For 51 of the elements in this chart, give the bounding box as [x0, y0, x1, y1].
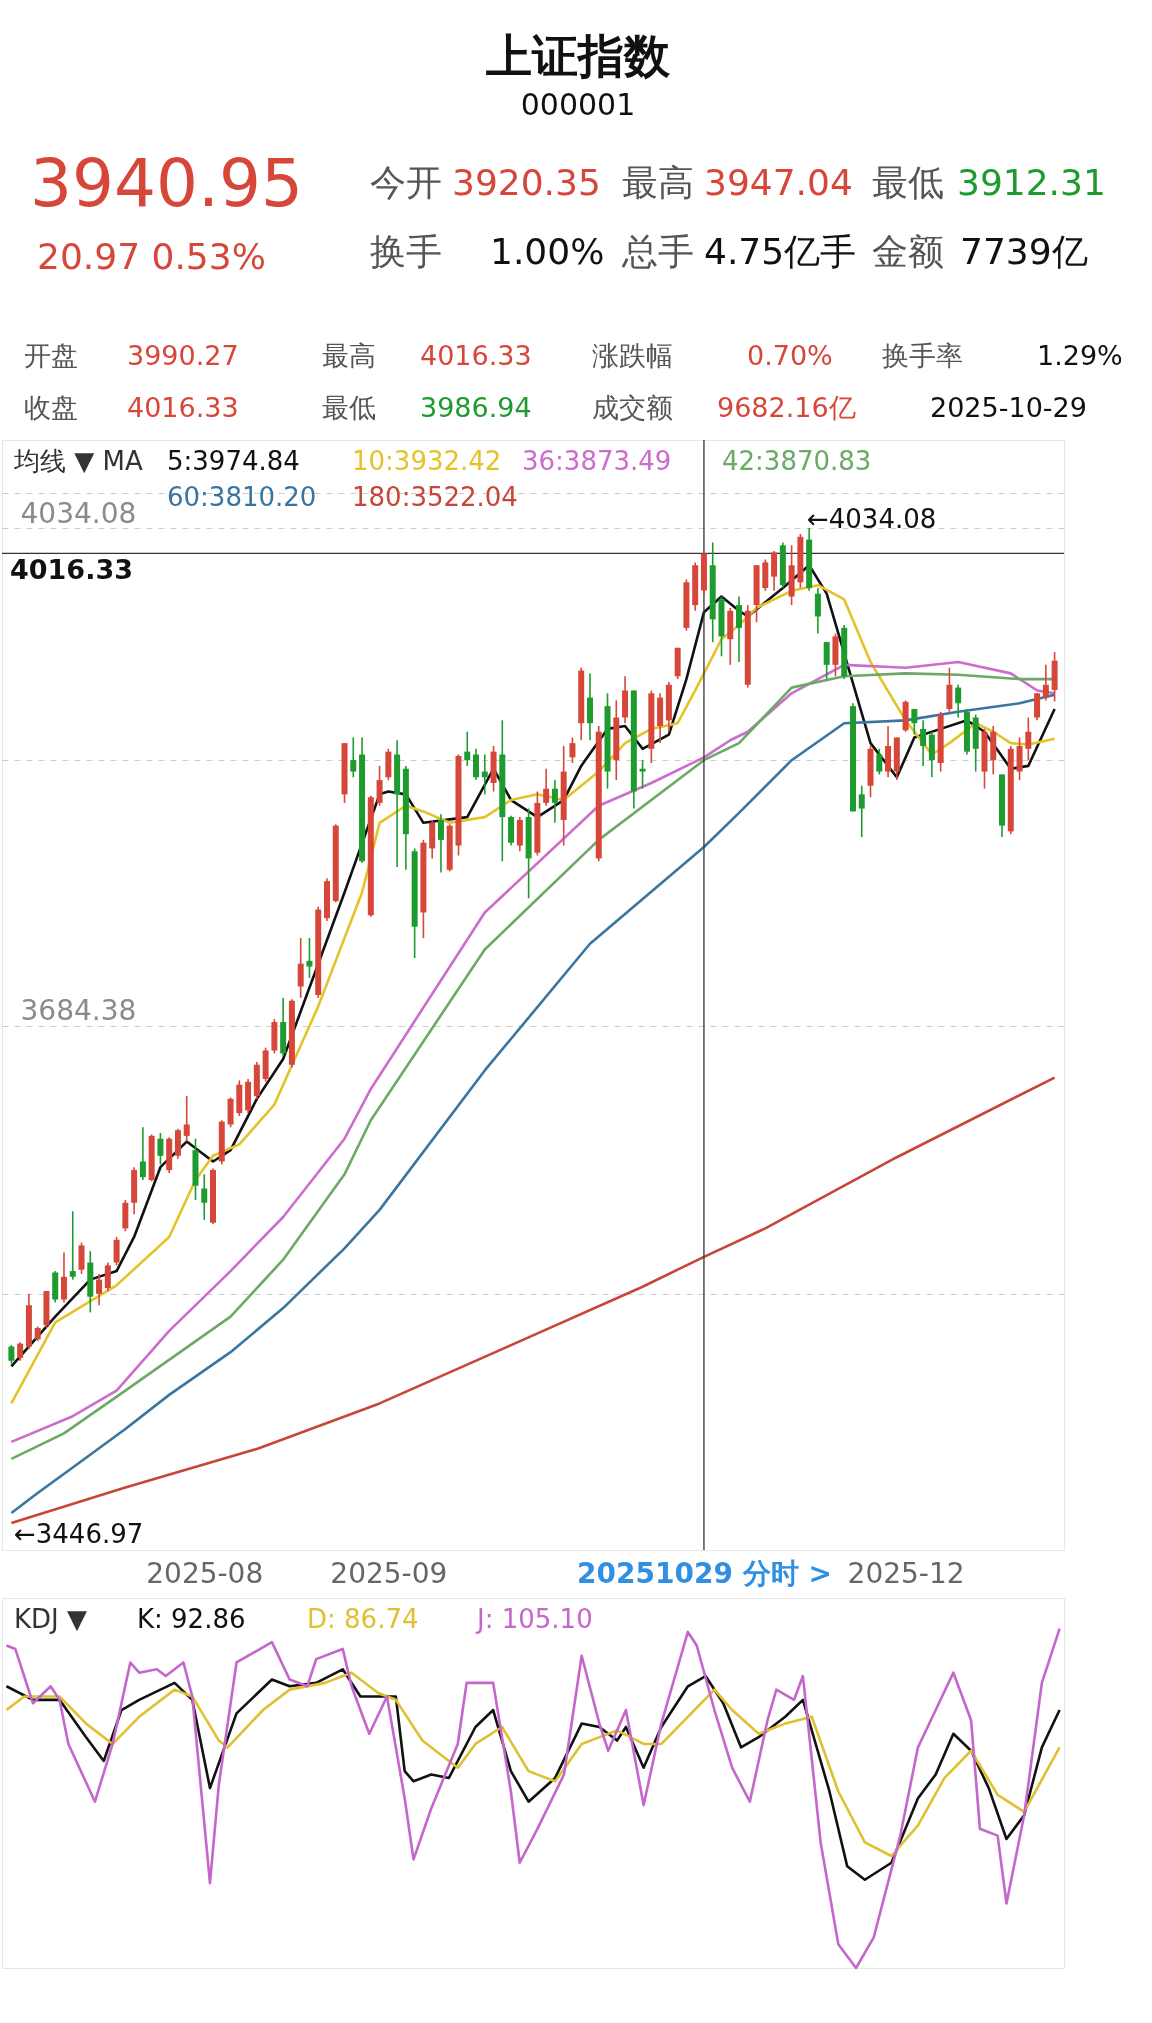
text: 3920.35	[452, 162, 601, 203]
text: 最低	[872, 162, 944, 203]
text: 3986.94	[420, 392, 532, 423]
text: 1.00%	[490, 231, 605, 272]
text: 最低	[322, 392, 376, 423]
annotation: ←4034.08	[807, 504, 937, 534]
text: 000001	[520, 87, 636, 122]
text: 0.70%	[747, 340, 833, 371]
text: 4016.33	[420, 340, 532, 371]
legend-title: KDJ ▼	[14, 1604, 87, 1634]
y-tick-label: 4034.08	[20, 496, 137, 530]
ref-line-label: 4016.33	[10, 554, 133, 586]
text: 开盘	[24, 340, 78, 371]
text: 10:3932.42	[352, 446, 502, 476]
text: 7739亿	[960, 231, 1088, 272]
text: 3940.95	[30, 145, 303, 222]
text: 涨跌幅	[592, 340, 673, 371]
series-label: J: 105.10	[475, 1604, 593, 1634]
y-tick-label: 3684.38	[20, 994, 137, 1028]
text: 60:3810.20	[167, 482, 317, 512]
text: 36:3873.49	[522, 446, 672, 476]
text: 最高	[622, 162, 694, 203]
text: 3912.31	[957, 162, 1106, 203]
text: 180:3522.04	[352, 482, 518, 512]
x-tick-label: 20251029 分时 >	[577, 1556, 832, 1590]
x-tick-label: 2025-08	[146, 1556, 264, 1590]
text: 20.97 0.53%	[37, 236, 266, 277]
legend-title: 均线 ▼ MA	[13, 446, 143, 476]
series-label: D: 86.74	[307, 1604, 419, 1634]
text: 金额	[872, 231, 944, 272]
text: 换手率	[882, 340, 963, 371]
text: 5:3974.84	[167, 446, 300, 476]
x-tick-label: 2025-12	[847, 1556, 965, 1590]
text: 成交额	[592, 392, 673, 423]
text: 收盘	[24, 392, 78, 423]
text: 4.75亿手	[704, 231, 857, 272]
text: 3990.27	[127, 340, 239, 371]
text: 总手	[621, 231, 694, 272]
x-tick-label: 2025-09	[330, 1556, 448, 1590]
text: 1.29%	[1037, 340, 1123, 371]
text: 2025-10-29	[930, 392, 1087, 423]
text: 最高	[322, 340, 376, 371]
text: 换手	[370, 231, 442, 272]
text: 3947.04	[704, 162, 853, 203]
text: 42:3870.83	[722, 446, 872, 476]
text: 上证指数	[486, 29, 671, 83]
text: 4016.33	[127, 392, 239, 423]
text: 今开	[370, 162, 442, 203]
text: K: 92.86	[137, 1604, 246, 1634]
annotation: ←3446.97	[14, 1519, 144, 1549]
text: 9682.16亿	[717, 392, 856, 423]
